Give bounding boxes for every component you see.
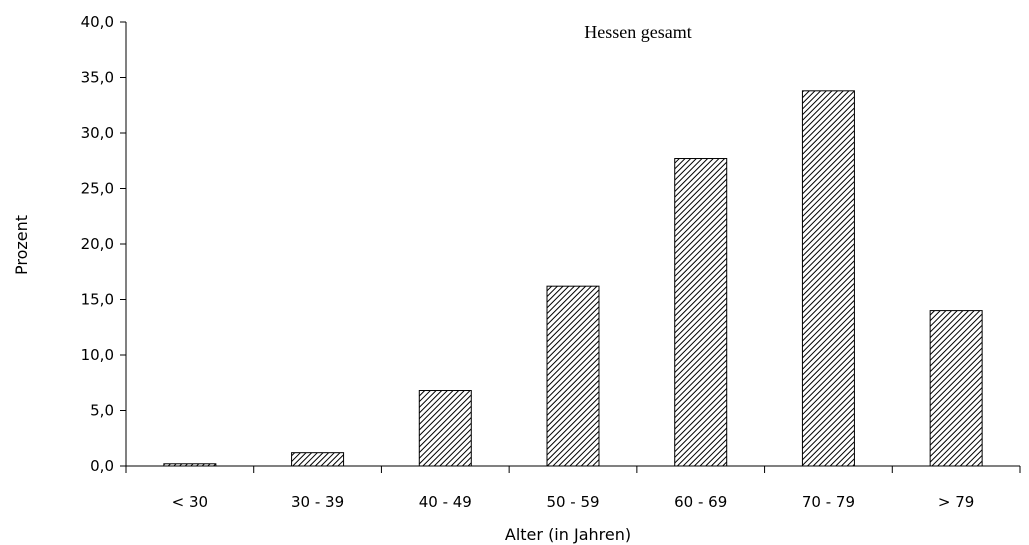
- y-axis-title: Prozent: [12, 215, 31, 275]
- x-tick-label: 60 - 69: [674, 493, 727, 511]
- x-tick-label: 70 - 79: [802, 493, 855, 511]
- bar-6: [801, 90, 855, 467]
- y-tick-label: 5,0: [90, 402, 114, 420]
- y-tick-label: 20,0: [81, 235, 114, 253]
- y-tick-label: 35,0: [81, 69, 114, 87]
- x-tick-label: 50 - 59: [546, 493, 599, 511]
- y-tick-label: 30,0: [81, 124, 114, 142]
- bar-7: [929, 310, 983, 467]
- bar-4: [546, 285, 600, 467]
- x-tick-label: < 30: [172, 493, 208, 511]
- y-tick-label: 40,0: [81, 13, 114, 31]
- y-tick-label: 0,0: [90, 457, 114, 475]
- y-tick-label: 10,0: [81, 346, 114, 364]
- x-tick-label: 30 - 39: [291, 493, 344, 511]
- x-tick-label: 40 - 49: [419, 493, 472, 511]
- y-tick-label: 25,0: [81, 180, 114, 198]
- x-tick-label: > 79: [938, 493, 974, 511]
- bar-2: [291, 452, 345, 467]
- bar-5: [674, 158, 728, 467]
- bar-1: [163, 463, 217, 467]
- x-axis-title: Alter (in Jahren): [505, 525, 631, 544]
- y-tick-label: 15,0: [81, 291, 114, 309]
- chart-title: Hessen gesamt: [584, 22, 691, 42]
- bar-3: [418, 390, 472, 467]
